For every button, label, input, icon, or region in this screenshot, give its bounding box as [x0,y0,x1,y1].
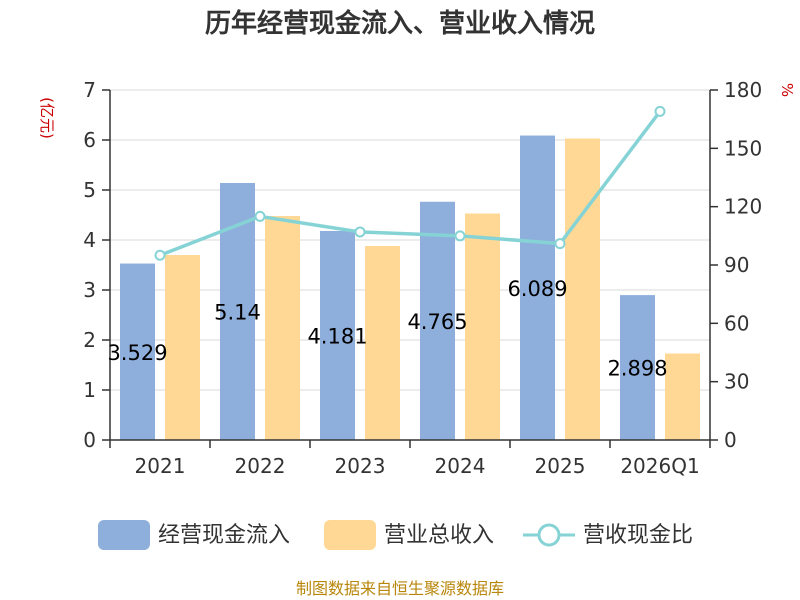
y-left-tick-label: 4 [83,228,96,252]
y-right-tick-label: 0 [724,428,737,452]
point-ratio [554,238,566,250]
data-labels: 3.529 5.14 4.181 4.765 6.089 2.898 [107,277,667,381]
legend-label-revenue: 营业总收入 [384,523,494,548]
bar-revenue [565,138,600,440]
axes: 0 1 2 3 4 5 6 7 0 30 60 90 120 150 180 2021 2022 2023 2024… [83,78,762,478]
y-left-tick-label: 3 [83,278,96,302]
legend-item-revenue[interactable]: 营业总收入 [324,520,494,550]
y-right-tick-label: 180 [724,78,762,102]
data-label-cash-inflow: 5.14 [214,301,261,325]
data-label-cash-inflow: 2.898 [607,357,667,381]
x-tick-label: 2025 [535,454,586,478]
data-label-cash-inflow: 6.089 [507,277,567,301]
y-right-tick-label: 150 [724,136,762,160]
y-left-tick-label: 5 [83,178,96,202]
data-label-cash-inflow: 4.181 [307,324,367,348]
x-tick-label: 2024 [435,454,486,478]
x-tick-label: 2022 [235,454,286,478]
bar-cash-inflow [120,263,155,440]
y-left-tick-label: 6 [83,128,96,152]
legend: 经营现金流入 营业总收入 营收现金比 [98,520,693,550]
legend-item-cash-inflow[interactable]: 经营现金流入 [98,520,290,550]
bar-revenue [665,353,700,440]
y-right-tick-label: 60 [724,311,749,335]
point-ratio [654,105,666,117]
gridlines [110,89,710,391]
bar-revenue [365,246,400,440]
x-tick-label: 2021 [135,454,186,478]
y-right-tick-label: 30 [724,370,749,394]
y-left-tick-label: 2 [83,328,96,352]
legend-marker-ratio [537,523,561,547]
bar-cash-inflow [520,135,555,441]
data-label-cash-inflow: 3.529 [107,341,167,365]
legend-item-ratio[interactable]: 营收现金比 [523,523,693,548]
line-series [154,105,666,261]
y-right-unit: % [778,83,796,97]
legend-swatch-cash-inflow [98,520,150,550]
bar-cash-inflow [320,230,355,440]
point-ratio [154,249,166,261]
bar-revenue [265,216,300,440]
point-ratio [254,210,266,222]
x-tick-label: 2023 [335,454,386,478]
legend-swatch-revenue [324,520,376,550]
y-right-tick-label: 120 [724,195,762,219]
point-ratio [454,230,466,242]
chart-title: 历年经营现金流入、营业收入情况 [205,8,595,39]
y-left-tick-label: 0 [83,428,96,452]
legend-label-cash-inflow: 经营现金流入 [158,523,290,548]
source-caption: 制图数据来自恒生聚源数据库 [296,579,504,598]
line-ratio [159,110,662,257]
y-left-tick-label: 7 [83,78,96,102]
y-left-tick-label: 1 [83,378,96,402]
bars [120,135,700,441]
bar-revenue [465,213,500,440]
data-label-cash-inflow: 4.765 [407,310,467,334]
y-left-unit: (亿元) [38,97,56,139]
x-tick-label: 2026Q1 [620,454,699,478]
y-right-tick-label: 90 [724,253,749,277]
point-ratio [354,226,366,238]
bar-revenue [165,255,200,440]
legend-label-ratio: 营收现金比 [583,523,693,548]
bar-cash-inflow [420,201,455,440]
bar-cash-inflow [620,295,655,440]
